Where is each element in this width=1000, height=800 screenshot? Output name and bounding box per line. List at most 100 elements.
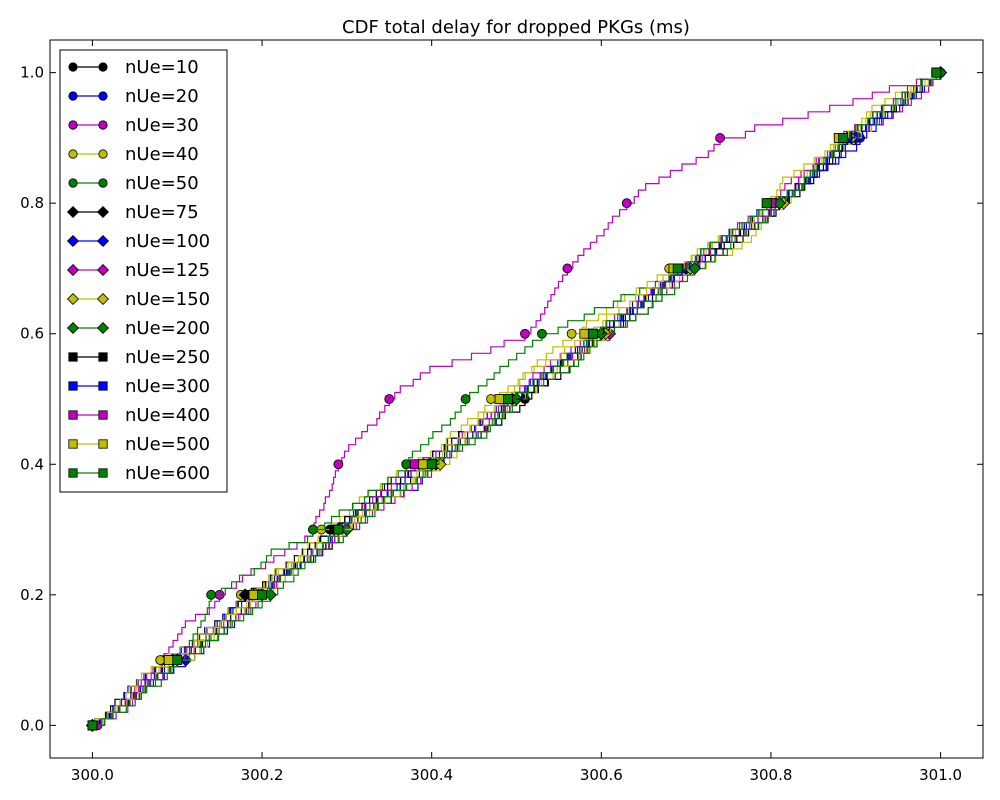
legend-label: nUe=40 [125,144,199,165]
legend-item: nUe=300 [68,376,210,397]
legend-label: nUe=50 [125,173,199,194]
data-point [931,67,942,78]
legend-label: nUe=20 [125,86,199,107]
legend-label: nUe=250 [125,347,210,368]
legend-marker [98,178,108,188]
legend-item: nUe=600 [68,463,210,484]
x-tick-label: 300.0 [71,766,114,784]
legend-marker [96,234,110,248]
data-point [172,655,183,665]
legend-marker [98,439,108,449]
data-point [409,459,420,470]
x-tick-label: 300.4 [410,766,453,784]
legend-item: nUe=200 [66,318,210,339]
legend-marker [96,321,110,335]
plot-area: 300.0 300.2 300.4 300.6 300.8 301.0 0.0 0.2 0.4 0… [20,39,984,784]
legend-label: nUe=600 [125,463,210,484]
legend-marker [96,292,110,306]
legend-item: nUe=500 [68,434,210,455]
ticks-layer: 300.0 300.2 300.4 300.6 300.8 301.0 0.0 0.2 0.4 0… [20,40,983,784]
legend-marker [98,468,108,478]
legend: nUe=10 nUe=20 nUe=30 nUe=40 nUe=50 nUe=75 nUe=… [59,49,228,493]
data-point [333,459,344,470]
data-point [537,328,547,339]
data-point [672,263,683,274]
legend-label: nUe=125 [125,260,210,281]
legend-marker [68,381,78,391]
legend-item: nUe=150 [66,289,210,310]
legend-item: nUe=250 [68,347,210,368]
y-tick-label: 0.6 [20,325,44,343]
legend-marker [98,410,108,420]
legend-label: nUe=150 [125,289,210,310]
legend-marker [96,263,110,277]
x-tick-label: 301.0 [919,766,962,784]
legend-item: nUe=400 [68,405,210,426]
x-tick-label: 300.2 [241,766,284,784]
legend-label: nUe=500 [125,434,210,455]
series-layer [85,66,948,732]
data-point [248,589,259,600]
legend-marker [98,381,108,391]
data-point [566,328,577,339]
data-point [761,198,772,209]
data-point [460,394,471,404]
data-point [486,394,496,404]
legend-marker [98,91,108,101]
data-point [401,459,412,470]
data-point [155,655,166,665]
legend-label: nUe=100 [125,231,210,252]
data-point [503,394,513,404]
y-tick-label: 0.8 [20,194,44,212]
legend-marker [98,120,108,130]
data-point [384,394,395,404]
legend-marker [66,205,80,219]
legend-box [59,49,228,493]
x-tick-label: 300.8 [749,766,792,784]
legend-marker [98,352,108,362]
legend-marker [68,439,78,449]
legend-item: nUe=30 [68,115,199,136]
data-point [579,328,590,339]
data-point [308,524,318,535]
x-tick-label: 300.6 [580,766,623,784]
legend-item: nUe=125 [66,260,210,281]
data-point [333,524,344,535]
legend-label: nUe=30 [125,115,199,136]
data-point [715,133,725,143]
series-nUe=600 [87,67,942,731]
legend-marker [66,234,80,248]
legend-label: nUe=300 [125,376,210,397]
data-point [621,198,632,209]
data-point [426,459,437,470]
plot-frame [49,39,984,759]
legend-marker [66,292,80,306]
legend-item: nUe=75 [66,202,199,223]
legend-marker [68,120,78,130]
y-tick-label: 0.2 [20,586,44,604]
legend-marker [68,352,78,362]
legend-item: nUe=40 [68,144,199,165]
legend-label: nUe=10 [125,57,199,78]
legend-marker [68,149,78,159]
data-point [520,328,530,339]
legend-label: nUe=200 [125,318,210,339]
legend-marker [98,62,108,72]
legend-marker [98,149,108,159]
data-point [418,459,429,470]
y-tick-label: 0.4 [20,455,44,473]
legend-marker [68,468,78,478]
data-point [494,394,505,404]
legend-label: nUe=400 [125,405,210,426]
data-point [257,589,267,600]
legend-item: nUe=20 [68,86,199,107]
data-point [688,262,702,275]
data-point [206,589,217,600]
data-point [87,720,98,731]
legend-marker [66,263,80,277]
legend-items: nUe=10 nUe=20 nUe=30 nUe=40 nUe=50 nUe=75 nUe=… [66,57,210,484]
y-tick-label: 0.0 [20,716,44,734]
data-point [838,133,848,143]
legend-marker [66,321,80,335]
